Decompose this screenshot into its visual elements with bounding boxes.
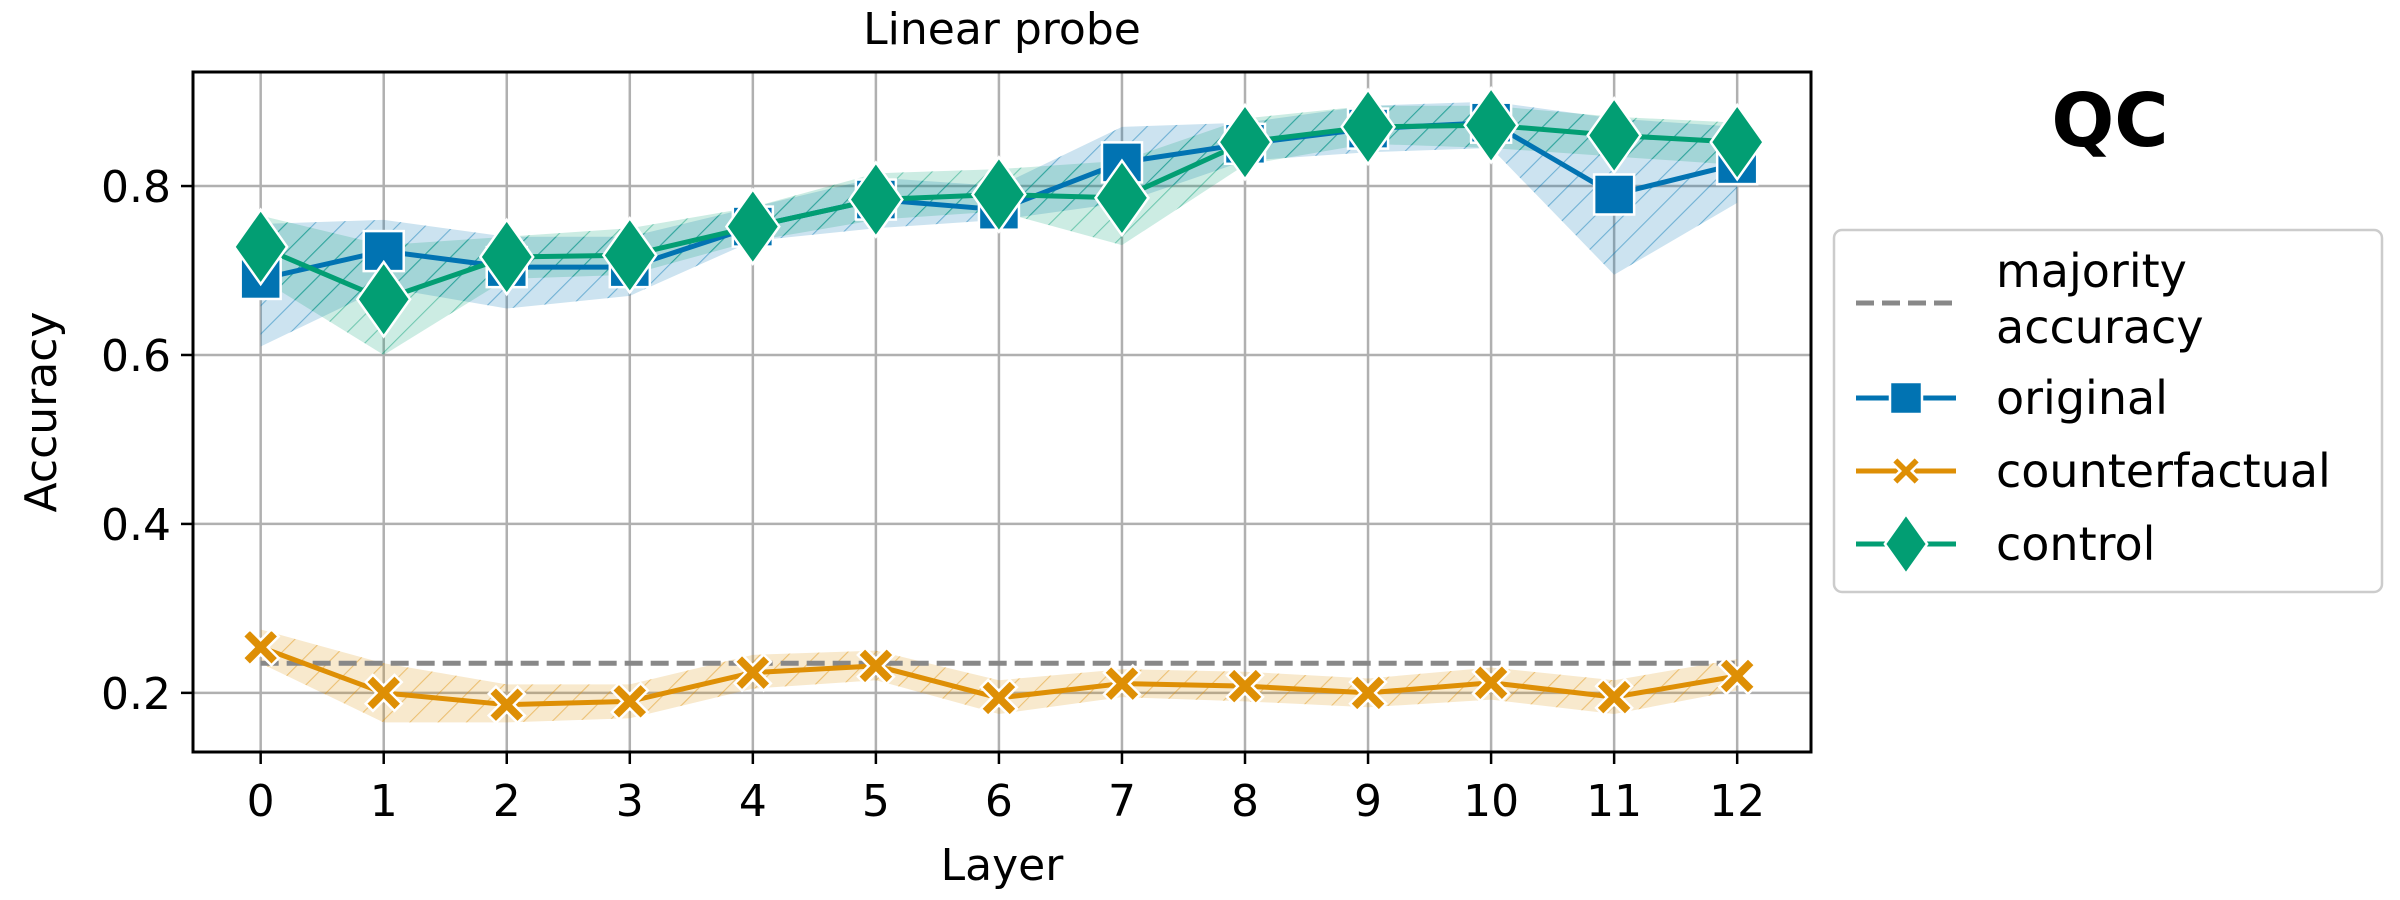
point-counterfactual [1594, 677, 1634, 717]
x-tick-label: 11 [1586, 776, 1642, 827]
point-counterfactual [1102, 663, 1142, 704]
x-tick-label: 4 [739, 776, 767, 827]
x-tick-label: 0 [247, 776, 275, 827]
legend-label-majority-accuracy: accuracy [1996, 300, 2204, 354]
markers-counterfactual [240, 627, 1757, 725]
plot-frame [191, 70, 1813, 754]
x-tick-label: 9 [1354, 776, 1382, 827]
point-control [1094, 158, 1150, 238]
point-control [355, 259, 412, 339]
x-tick-label: 1 [370, 776, 398, 827]
legend-item-original: original [1856, 371, 2168, 425]
point-control [1217, 102, 1273, 182]
point-counterfactual [1225, 666, 1265, 706]
legend-marker-original [1888, 380, 1924, 416]
x-tick-label: 12 [1709, 776, 1765, 827]
point-counterfactual [856, 646, 896, 686]
y-axis-title: Accuracy [16, 312, 67, 513]
y-tick-label: 0.4 [101, 500, 171, 551]
point-original [1592, 173, 1636, 216]
point-control [847, 160, 904, 239]
markers-control [232, 85, 1766, 339]
point-control [1340, 87, 1396, 167]
legend-item-control: control [1856, 512, 2155, 576]
point-counterfactual [1717, 656, 1757, 696]
legend-item-counterfactual: counterfactual [1856, 444, 2331, 498]
x-tick-label: 8 [1231, 776, 1259, 827]
point-control [1709, 102, 1766, 182]
series-lines [232, 85, 1766, 725]
legend-label-majority-accuracy: majority [1996, 244, 2187, 298]
point-control [478, 217, 535, 297]
x-tick-label: 7 [1108, 776, 1136, 827]
point-control [1586, 95, 1643, 175]
point-counterfactual [733, 652, 773, 693]
point-counterfactual [1471, 662, 1511, 703]
y-tick-label: 0.8 [101, 162, 171, 213]
legend-label-original: original [1996, 371, 2168, 425]
point-control [232, 207, 289, 287]
plot-title: Linear probe [863, 4, 1141, 55]
y-axis-ticks: 0.2 0.4 0.6 0.8 [101, 162, 193, 720]
x-tick-label: 2 [493, 776, 521, 827]
y-tick-label: 0.6 [101, 331, 171, 382]
legend-label-control: control [1996, 517, 2155, 571]
point-counterfactual [486, 684, 527, 725]
point-control [970, 155, 1027, 234]
point-counterfactual [610, 681, 650, 722]
x-tick-label: 3 [616, 776, 644, 827]
point-counterfactual [979, 678, 1019, 718]
point-control [724, 187, 781, 266]
x-axis-title: Layer [941, 840, 1065, 891]
point-counterfactual [240, 627, 281, 668]
panel-label: QC [2051, 78, 2168, 164]
point-control [601, 215, 658, 295]
point-counterfactual [1348, 673, 1388, 713]
point-control [1463, 85, 1520, 165]
legend-marker-counterfactual [1889, 454, 1923, 488]
x-tick-label: 5 [862, 776, 890, 827]
x-axis-ticks: 0 1 2 3 4 5 6 7 8 9 10 11 12 [247, 752, 1765, 827]
y-tick-label: 0.2 [101, 669, 171, 720]
point-counterfactual [363, 673, 404, 713]
x-tick-label: 6 [985, 776, 1013, 827]
x-tick-label: 10 [1463, 776, 1519, 827]
legend-marker-control [1883, 512, 1929, 576]
legend-frame [1832, 228, 2384, 594]
legend-label-counterfactual: counterfactual [1996, 444, 2331, 498]
